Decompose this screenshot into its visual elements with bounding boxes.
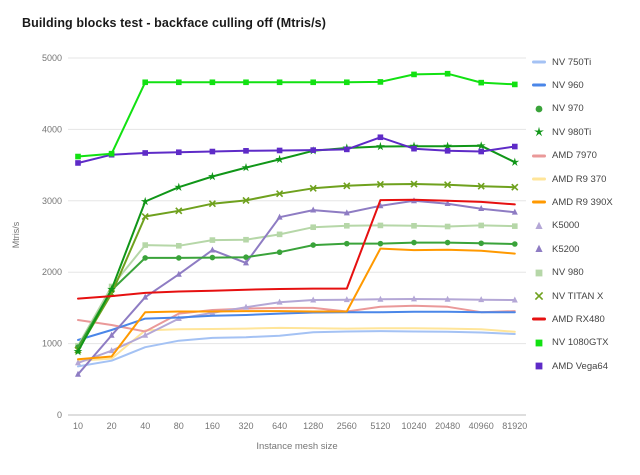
legend-label: NV 980	[552, 267, 584, 279]
legend-label: AMD Vega64	[552, 360, 608, 372]
series-amd-vega64	[75, 134, 518, 166]
x-axis-title: Instance mesh size	[256, 441, 338, 452]
x-tick-label: 40	[140, 421, 150, 431]
legend-label: NV 960	[552, 79, 584, 91]
legend-label: K5200	[552, 243, 580, 255]
series-nv-750ti	[77, 330, 516, 368]
legend-item-k5000[interactable]: K5000	[532, 219, 579, 233]
legend-label: AMD R9 390X	[552, 196, 613, 208]
x-tick-label: 5120	[370, 421, 390, 431]
y-tick-label: 1000	[42, 339, 62, 349]
legend-item-nv-960[interactable]: NV 960	[532, 78, 584, 92]
legend-marker-amd-vega64	[535, 362, 543, 370]
legend-marker-nv-titan-x	[534, 291, 544, 301]
chart-title: Building blocks test - backface culling …	[22, 16, 326, 30]
x-tick-label: 80	[174, 421, 184, 431]
x-tick-label: 20480	[435, 421, 460, 431]
x-tick-label: 320	[238, 421, 253, 431]
y-tick-label: 5000	[42, 53, 62, 63]
x-tick-label: 10	[73, 421, 83, 431]
series-amd-rx480	[77, 198, 516, 300]
legend-item-amd-vega64[interactable]: AMD Vega64	[532, 359, 608, 373]
x-tick-label: 40960	[469, 421, 494, 431]
legend-label: AMD RX480	[552, 313, 605, 325]
legend-item-nv-1080gtx[interactable]: NV 1080GTX	[532, 336, 609, 350]
legend-item-amd-r9-370[interactable]: AMD R9 370	[532, 172, 606, 186]
x-tick-label: 10240	[401, 421, 426, 431]
series-nv-960	[77, 310, 516, 341]
legend-marker-amd-r9-370	[532, 177, 546, 181]
series-amd-r9-370	[77, 326, 516, 362]
x-tick-label: 2560	[337, 421, 357, 431]
legend-item-amd-rx480[interactable]: AMD RX480	[532, 312, 605, 326]
legend-item-k5200[interactable]: K5200	[532, 242, 579, 256]
legend-label: NV TITAN X	[552, 290, 604, 302]
legend-label: K5000	[552, 220, 580, 232]
series-amd-7970	[77, 304, 516, 333]
x-tick-label: 20	[107, 421, 117, 431]
legend-item-nv-980[interactable]: NV 980	[532, 266, 584, 280]
legend-item-nv-980ti[interactable]: NV 980Ti	[532, 125, 591, 139]
series-nv-1080gtx	[75, 70, 518, 160]
legend-label: NV 970	[552, 103, 584, 115]
legend-marker-k5000	[535, 221, 543, 229]
legend-label: NV 1080GTX	[552, 337, 609, 349]
legend-marker-nv-960	[532, 83, 546, 87]
legend-item-nv-750ti[interactable]: NV 750Ti	[532, 55, 591, 69]
y-tick-label: 0	[57, 410, 62, 420]
x-tick-label: 1280	[303, 421, 323, 431]
x-tick-label: 640	[272, 421, 287, 431]
legend-marker-nv-750ti	[532, 60, 546, 64]
legend-item-amd-r9-390x[interactable]: AMD R9 390X	[532, 195, 613, 209]
series-amd-r9-390x	[77, 247, 516, 361]
legend-marker-amd-7970	[532, 154, 546, 158]
x-tick-label: 160	[205, 421, 220, 431]
y-tick-label: 3000	[42, 196, 62, 206]
legend-label: NV 980Ti	[552, 126, 592, 138]
legend-marker-amd-rx480	[532, 317, 546, 321]
legend-item-nv-titan-x[interactable]: NV TITAN X	[532, 289, 603, 303]
x-tick-label: 81920	[502, 421, 527, 431]
legend-label: NV 750Ti	[552, 56, 592, 68]
legend-marker-nv-980ti	[534, 126, 544, 137]
legend-item-nv-970[interactable]: NV 970	[532, 102, 584, 116]
legend-label: AMD 7970	[552, 150, 597, 162]
legend-marker-nv-980	[535, 269, 543, 276]
y-tick-label: 4000	[42, 124, 62, 134]
legend-marker-amd-r9-390x	[532, 200, 546, 204]
legend-marker-nv-970	[535, 105, 543, 113]
y-tick-label: 2000	[42, 267, 62, 277]
legend-item-amd-7970[interactable]: AMD 7970	[532, 149, 597, 163]
series-k5000	[75, 295, 518, 366]
legend-label: AMD R9 370	[552, 173, 607, 185]
legend-marker-k5200	[535, 244, 543, 253]
series-nv-980	[75, 222, 518, 349]
legend-marker-nv-1080gtx	[535, 339, 543, 347]
